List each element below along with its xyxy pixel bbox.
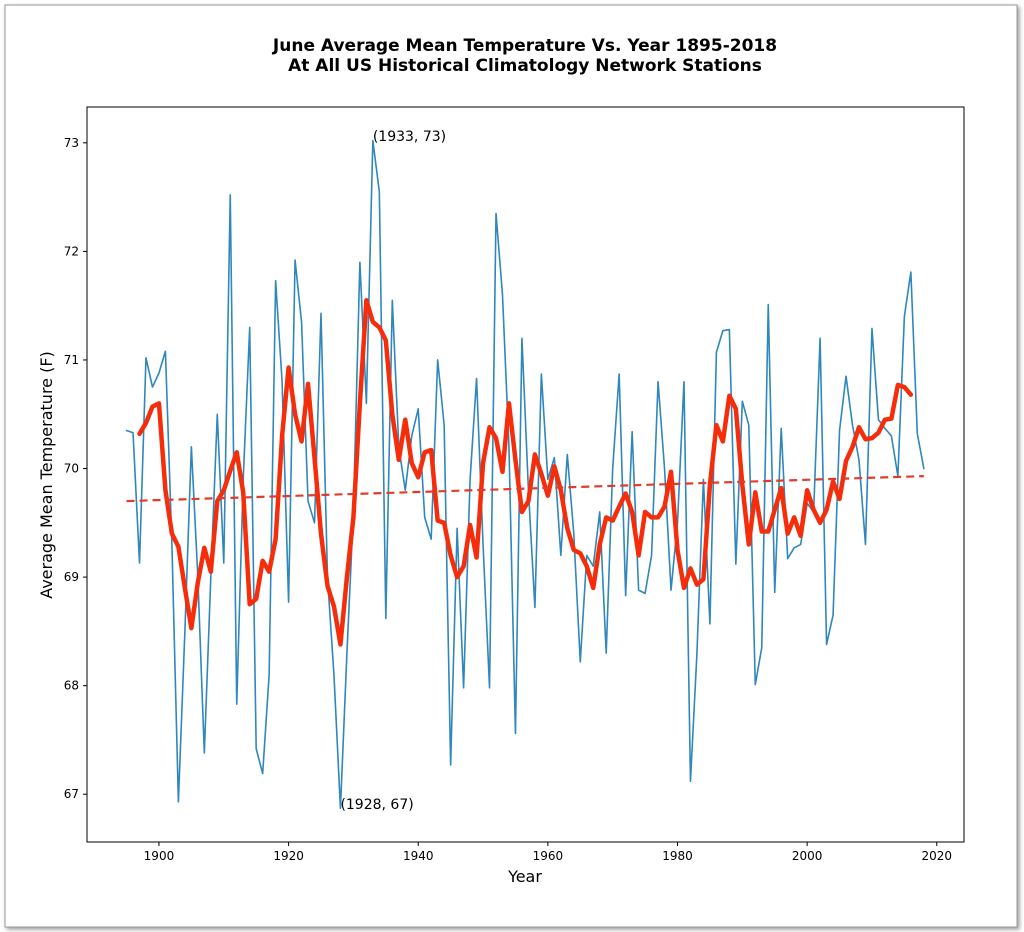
y-axis-label: Average Mean Temperature (F) bbox=[37, 351, 56, 599]
annotation: (1933, 73) bbox=[373, 129, 446, 145]
y-tick-label: 73 bbox=[64, 136, 79, 150]
y-tick-label: 68 bbox=[64, 679, 79, 693]
x-tick-label: 1960 bbox=[533, 849, 564, 863]
x-tick-label: 1980 bbox=[662, 849, 693, 863]
trend-line bbox=[126, 475, 924, 503]
chart-title: June Average Mean Temperature Vs. Year 1… bbox=[272, 36, 777, 56]
x-tick-label: 1920 bbox=[273, 849, 304, 863]
series-line bbox=[137, 298, 914, 647]
frame bbox=[4, 4, 1018, 928]
y-tick-label: 67 bbox=[64, 787, 79, 801]
annotation: (1928, 67) bbox=[340, 797, 413, 813]
y-tick-label: 71 bbox=[64, 353, 79, 367]
y-tick-label: 72 bbox=[64, 244, 79, 258]
y-tick-label: 70 bbox=[64, 462, 79, 476]
x-tick-label: 1900 bbox=[144, 849, 175, 863]
x-axis-label: Year bbox=[507, 867, 542, 886]
x-tick-label: 2000 bbox=[792, 849, 823, 863]
x-tick-label: 2020 bbox=[922, 849, 953, 863]
x-tick-label: 1940 bbox=[403, 849, 434, 863]
y-tick-label: 69 bbox=[64, 570, 79, 584]
chart-subtitle: At All US Historical Climatology Network… bbox=[288, 56, 762, 76]
series-line bbox=[125, 139, 925, 810]
plot-area bbox=[86, 106, 965, 843]
